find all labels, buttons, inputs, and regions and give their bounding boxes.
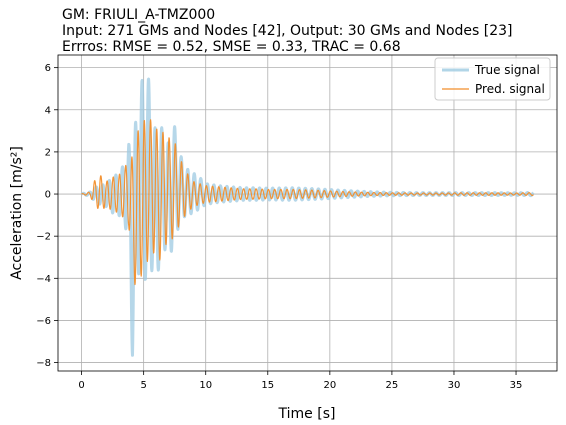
y-tick-label: −2 bbox=[36, 232, 51, 243]
plot-area bbox=[57, 54, 558, 372]
y-axis-ticks: −8 −6 −4 −2 0 2 4 6 bbox=[36, 63, 58, 369]
x-tick-label: 15 bbox=[261, 380, 274, 391]
chart-title-line-1: GM: FRIULI_A-TMZ000 bbox=[62, 7, 215, 23]
y-tick-label: 6 bbox=[45, 63, 51, 74]
y-tick-label: −4 bbox=[36, 274, 51, 285]
y-tick-label: 4 bbox=[45, 105, 51, 116]
legend-label-true-signal: True signal bbox=[474, 63, 540, 77]
y-tick-label: −8 bbox=[36, 358, 51, 369]
x-tick-label: 25 bbox=[386, 380, 399, 391]
x-tick-label: 35 bbox=[510, 380, 523, 391]
y-axis-label: Acceleration [m/s²] bbox=[9, 146, 25, 280]
series-line-1 bbox=[81, 119, 534, 286]
x-axis-ticks: 0 5 10 15 20 25 30 35 bbox=[78, 371, 522, 391]
chart-title-line-3: Errros: RMSE = 0.52, SMSE = 0.33, TRAC =… bbox=[62, 39, 401, 55]
x-axis-label: Time [s] bbox=[278, 406, 336, 422]
legend-label-pred-signal: Pred. signal bbox=[475, 82, 545, 96]
y-tick-label: 2 bbox=[45, 147, 51, 158]
x-tick-label: 0 bbox=[78, 380, 84, 391]
chart-title-line-2: Input: 271 GMs and Nodes [42], Output: 3… bbox=[62, 23, 513, 39]
series-layer bbox=[80, 77, 535, 357]
y-tick-label: 0 bbox=[45, 190, 51, 201]
x-tick-label: 10 bbox=[199, 380, 212, 391]
x-tick-label: 5 bbox=[140, 380, 146, 391]
x-tick-label: 20 bbox=[323, 380, 336, 391]
legend: True signal Pred. signal bbox=[434, 57, 551, 101]
plot-frame bbox=[57, 54, 558, 372]
y-tick-label: −6 bbox=[36, 316, 51, 327]
x-tick-label: 30 bbox=[448, 380, 461, 391]
